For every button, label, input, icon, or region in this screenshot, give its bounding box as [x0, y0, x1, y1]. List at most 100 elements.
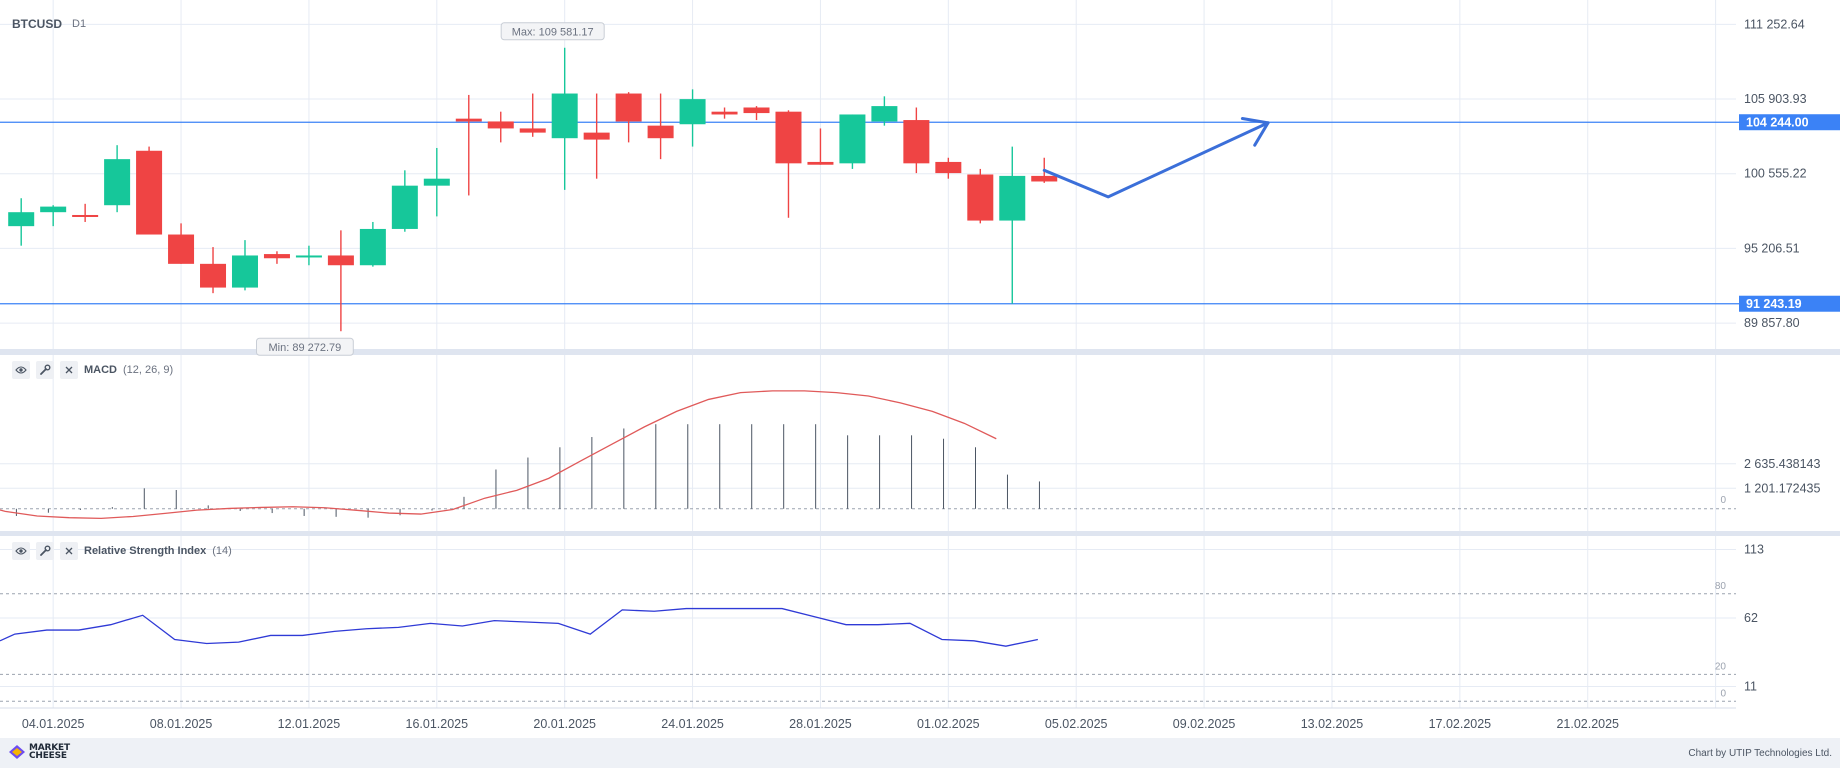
- time-axis-tick: 20.01.2025: [533, 717, 596, 731]
- candle-body: [263, 254, 290, 259]
- candle-body: [359, 228, 386, 266]
- eye-icon[interactable]: [12, 542, 30, 560]
- candle-body: [583, 132, 610, 140]
- candle-body: [519, 128, 546, 133]
- candle-body: [807, 161, 834, 165]
- candle-body: [999, 175, 1026, 221]
- rsi-axis-tick: 62: [1744, 611, 1758, 625]
- wrench-icon[interactable]: [36, 361, 54, 379]
- min-price-label-box: [256, 337, 354, 356]
- macd-signal-line: [0, 390, 997, 520]
- candle-body: [423, 178, 450, 186]
- candle-body: [455, 118, 482, 122]
- close-icon[interactable]: [60, 542, 78, 560]
- candle-body: [839, 114, 866, 164]
- rsi-axis-tick: 11: [1744, 680, 1757, 694]
- candle-body: [487, 121, 514, 129]
- wrench-icon[interactable]: [36, 542, 54, 560]
- time-axis-tick: 24.01.2025: [661, 717, 724, 731]
- price-level-label: 91 243.19: [1746, 297, 1802, 311]
- candle-body: [903, 120, 930, 164]
- candle-body: [615, 93, 642, 122]
- candle-body: [72, 214, 99, 217]
- macd-header: MACD (12, 26, 9): [12, 361, 173, 379]
- time-axis-tick: 05.02.2025: [1045, 717, 1108, 731]
- time-axis-tick: 04.01.2025: [22, 717, 85, 731]
- candle-body: [775, 111, 802, 164]
- time-axis-tick: 13.02.2025: [1301, 717, 1364, 731]
- rsi-level-label: 20: [1715, 661, 1727, 672]
- macd-zero-label: 0: [1720, 495, 1726, 506]
- max-price-label: Max: 109 581.17: [512, 27, 594, 39]
- min-price-label: Min: 89 272.79: [269, 342, 342, 354]
- macd-name: MACD: [84, 364, 117, 376]
- candle-body: [168, 234, 195, 264]
- time-axis-tick: 12.01.2025: [278, 717, 341, 731]
- candle-body: [8, 212, 35, 227]
- chart-canvas[interactable]: 111 252.64 105 903.93 100 555.22 95 206.51 8…: [0, 0, 1840, 738]
- rsi-header: Relative Strength Index (14): [12, 542, 232, 560]
- candle-body: [295, 255, 322, 258]
- candle-body: [327, 255, 354, 266]
- symbol-header: BTCUSD D1: [12, 17, 86, 31]
- time-axis-tick: 28.01.2025: [789, 717, 852, 731]
- candle-body: [1031, 175, 1058, 182]
- candle-body: [935, 161, 962, 174]
- price-level-badge: [1739, 114, 1840, 131]
- footer-bar: MARKET CHEESE Chart by UTIP Technologies…: [0, 738, 1840, 768]
- time-axis-tick: 21.02.2025: [1556, 717, 1619, 731]
- rsi-params: (14): [212, 545, 232, 557]
- candle-body: [679, 99, 706, 125]
- macd-axis-tick: 1 201.172435: [1744, 481, 1821, 495]
- candle-body: [136, 150, 163, 235]
- price-level-badge: [1739, 295, 1840, 312]
- candle-body: [391, 185, 418, 229]
- candles: [8, 47, 1058, 332]
- candle-body: [967, 174, 994, 221]
- candle-body: [200, 263, 227, 288]
- price-axis-tick: 105 903.93: [1744, 92, 1807, 106]
- candle-body: [40, 206, 67, 213]
- time-axis-tick: 08.01.2025: [150, 717, 213, 731]
- candle-body: [871, 106, 898, 122]
- rsi-line: [0, 607, 1038, 647]
- brand-logo[interactable]: MARKET CHEESE: [8, 743, 70, 761]
- time-axis-tick: 17.02.2025: [1429, 717, 1492, 731]
- rsi-name: Relative Strength Index: [84, 545, 207, 557]
- timeframe-label: D1: [72, 18, 87, 30]
- price-axis-tick: 89 857.80: [1744, 316, 1800, 330]
- trend-arrow-head: [1253, 121, 1270, 147]
- rsi-axis-tick: 113: [1744, 542, 1764, 556]
- macd-params: (12, 26, 9): [123, 364, 174, 376]
- rsi-level-label: 0: [1720, 688, 1726, 699]
- trend-arrow: [1042, 121, 1270, 199]
- time-axis-tick: 16.01.2025: [406, 717, 469, 731]
- candle-body: [647, 125, 674, 139]
- candle-body: [231, 255, 258, 288]
- price-axis-tick: 100 555.22: [1744, 167, 1807, 181]
- symbol-name: BTCUSD: [12, 17, 62, 31]
- macd-histogram: [15, 424, 1040, 518]
- price-axis-tick: 111 252.64: [1744, 17, 1805, 31]
- time-axis-tick: 09.02.2025: [1173, 717, 1236, 731]
- candle-body: [743, 107, 770, 114]
- max-price-label-box: [500, 22, 605, 41]
- chart-credit: Chart by UTIP Technologies Ltd.: [1688, 748, 1832, 759]
- panel-separator: [0, 349, 1840, 355]
- logo-line-2: CHEESE: [29, 751, 67, 761]
- panel-separator: [0, 531, 1840, 536]
- rsi-level-label: 80: [1715, 581, 1727, 592]
- candle-body: [711, 111, 738, 115]
- candle-body: [551, 93, 578, 139]
- trend-arrow-head: [1240, 117, 1270, 125]
- close-icon[interactable]: [60, 361, 78, 379]
- eye-icon[interactable]: [12, 361, 30, 379]
- candle-body: [104, 159, 131, 206]
- time-axis-tick: 01.02.2025: [917, 717, 980, 731]
- macd-axis-tick: 2 635.438143: [1744, 457, 1821, 471]
- logo-line-1: MARKET: [29, 743, 70, 753]
- price-level-label: 104 244.00: [1746, 116, 1809, 130]
- price-axis-tick: 95 206.51: [1744, 241, 1800, 255]
- cheese-logo-icon: [9, 745, 25, 759]
